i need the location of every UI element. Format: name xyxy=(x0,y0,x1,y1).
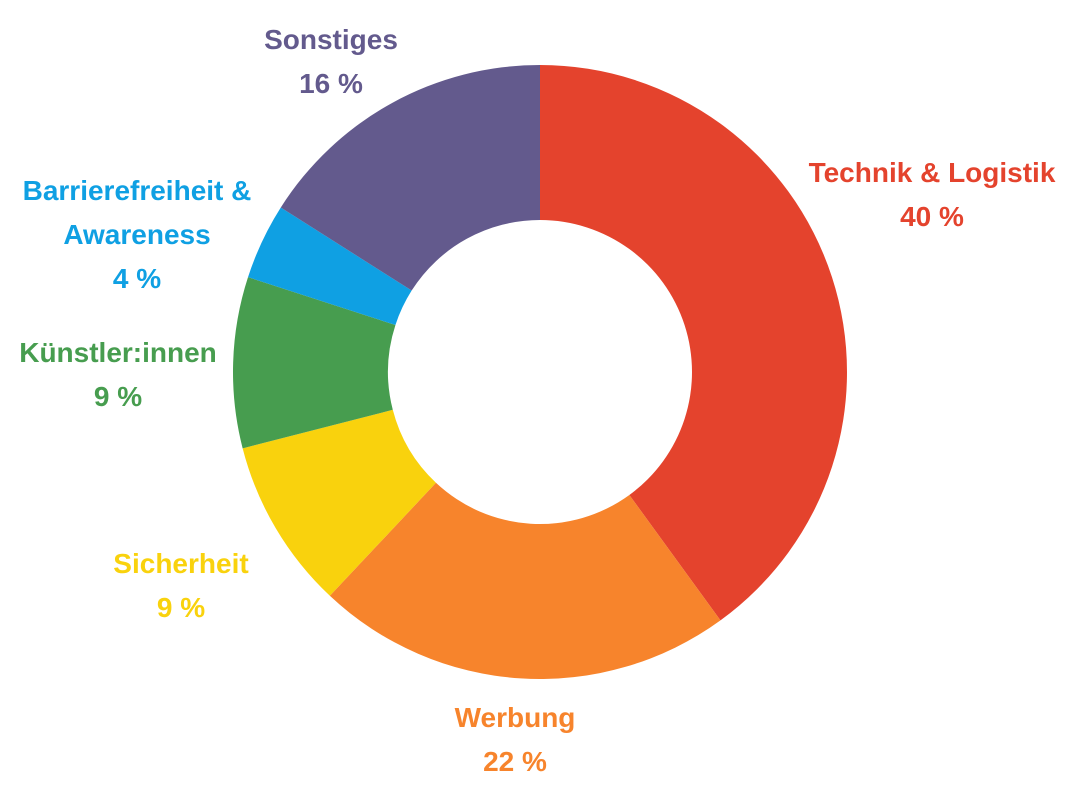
slice-label-sicherheit: Sicherheit 9 % xyxy=(113,548,248,623)
slice-name: Künstler:innen xyxy=(19,337,217,368)
slice-value: 40 % xyxy=(900,201,964,232)
slice-value: 22 % xyxy=(483,746,547,777)
slice-name: Barrierefreiheit & xyxy=(23,175,252,206)
slice-labels: Technik & Logistik 40 % Werbung 22 % Sicherh… xyxy=(19,24,1056,777)
slice-value: 4 % xyxy=(113,263,161,294)
slice-name: Sonstiges xyxy=(264,24,398,55)
slice-technik-logistik xyxy=(540,65,847,621)
slice-werbung xyxy=(329,482,721,679)
slice-value: 9 % xyxy=(94,381,142,412)
slice-sonstiges xyxy=(280,65,540,291)
slice-label-technik-logistik: Technik & Logistik 40 % xyxy=(809,157,1056,232)
slice-barrierefreiheit-awareness xyxy=(248,207,412,326)
slice-label-werbung: Werbung 22 % xyxy=(455,702,576,777)
slice-name: Sicherheit xyxy=(113,548,248,579)
slice-value: 16 % xyxy=(299,68,363,99)
slice-value: 9 % xyxy=(157,592,205,623)
slice-name: Awareness xyxy=(63,219,210,250)
slice-label-sonstiges: Sonstiges 16 % xyxy=(264,24,398,99)
slice-sicherheit xyxy=(242,409,436,596)
donut-slices xyxy=(233,65,847,679)
slice-label-barrierefreiheit-awareness: Barrierefreiheit & Awareness 4 % xyxy=(23,175,252,294)
slice-name: Technik & Logistik xyxy=(809,157,1056,188)
slice-kuenstler-innen xyxy=(233,277,396,449)
slice-label-kuenstler-innen: Künstler:innen 9 % xyxy=(19,337,217,412)
slice-name: Werbung xyxy=(455,702,576,733)
